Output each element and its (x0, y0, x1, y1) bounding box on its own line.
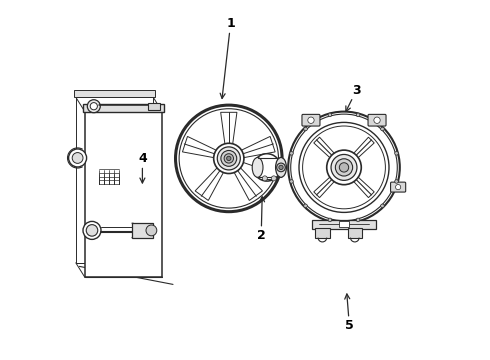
Ellipse shape (252, 157, 263, 177)
Circle shape (381, 127, 384, 131)
Circle shape (87, 100, 100, 113)
FancyBboxPatch shape (391, 182, 406, 192)
Bar (347, 228, 362, 238)
FancyBboxPatch shape (368, 114, 386, 126)
Circle shape (214, 143, 244, 174)
Circle shape (356, 113, 360, 117)
Circle shape (72, 153, 83, 163)
Bar (315, 228, 330, 238)
Circle shape (290, 180, 294, 183)
Circle shape (271, 176, 276, 181)
Circle shape (339, 163, 349, 172)
Circle shape (86, 225, 98, 236)
Circle shape (395, 185, 401, 190)
Circle shape (90, 103, 98, 110)
Circle shape (356, 218, 360, 222)
Circle shape (227, 156, 231, 161)
Circle shape (374, 117, 380, 123)
Circle shape (224, 154, 233, 163)
Circle shape (290, 152, 294, 155)
Circle shape (395, 152, 398, 155)
Bar (148, 103, 160, 110)
Text: 5: 5 (345, 294, 354, 332)
Ellipse shape (275, 157, 286, 177)
Bar (76, 97, 153, 263)
Bar (74, 90, 155, 97)
Text: 2: 2 (257, 197, 266, 242)
Polygon shape (234, 168, 263, 201)
Circle shape (304, 127, 307, 131)
Polygon shape (352, 175, 374, 198)
Circle shape (328, 218, 332, 222)
Circle shape (146, 225, 157, 236)
Bar (83, 104, 164, 112)
FancyBboxPatch shape (302, 114, 320, 126)
Polygon shape (182, 136, 216, 158)
Polygon shape (242, 136, 275, 158)
Bar (312, 220, 376, 229)
Circle shape (217, 147, 240, 170)
Polygon shape (314, 137, 336, 159)
Polygon shape (220, 112, 237, 144)
Circle shape (381, 204, 384, 208)
Bar (339, 221, 349, 227)
Circle shape (395, 180, 398, 183)
Circle shape (175, 105, 282, 212)
Circle shape (288, 112, 400, 223)
Circle shape (69, 149, 87, 167)
Polygon shape (352, 137, 374, 159)
Bar (132, 223, 153, 238)
Circle shape (262, 176, 268, 181)
Bar (85, 112, 162, 277)
Circle shape (83, 221, 101, 239)
Circle shape (277, 163, 285, 172)
Circle shape (328, 113, 332, 117)
Text: 3: 3 (346, 84, 361, 112)
Polygon shape (195, 168, 223, 201)
Circle shape (253, 154, 281, 181)
Text: 4: 4 (138, 152, 147, 183)
Circle shape (221, 150, 237, 166)
Circle shape (308, 117, 314, 123)
Circle shape (331, 154, 357, 180)
Polygon shape (314, 175, 336, 198)
Circle shape (335, 159, 353, 176)
Circle shape (279, 165, 283, 170)
Circle shape (304, 204, 307, 208)
Text: 1: 1 (220, 17, 235, 98)
Circle shape (327, 150, 361, 185)
